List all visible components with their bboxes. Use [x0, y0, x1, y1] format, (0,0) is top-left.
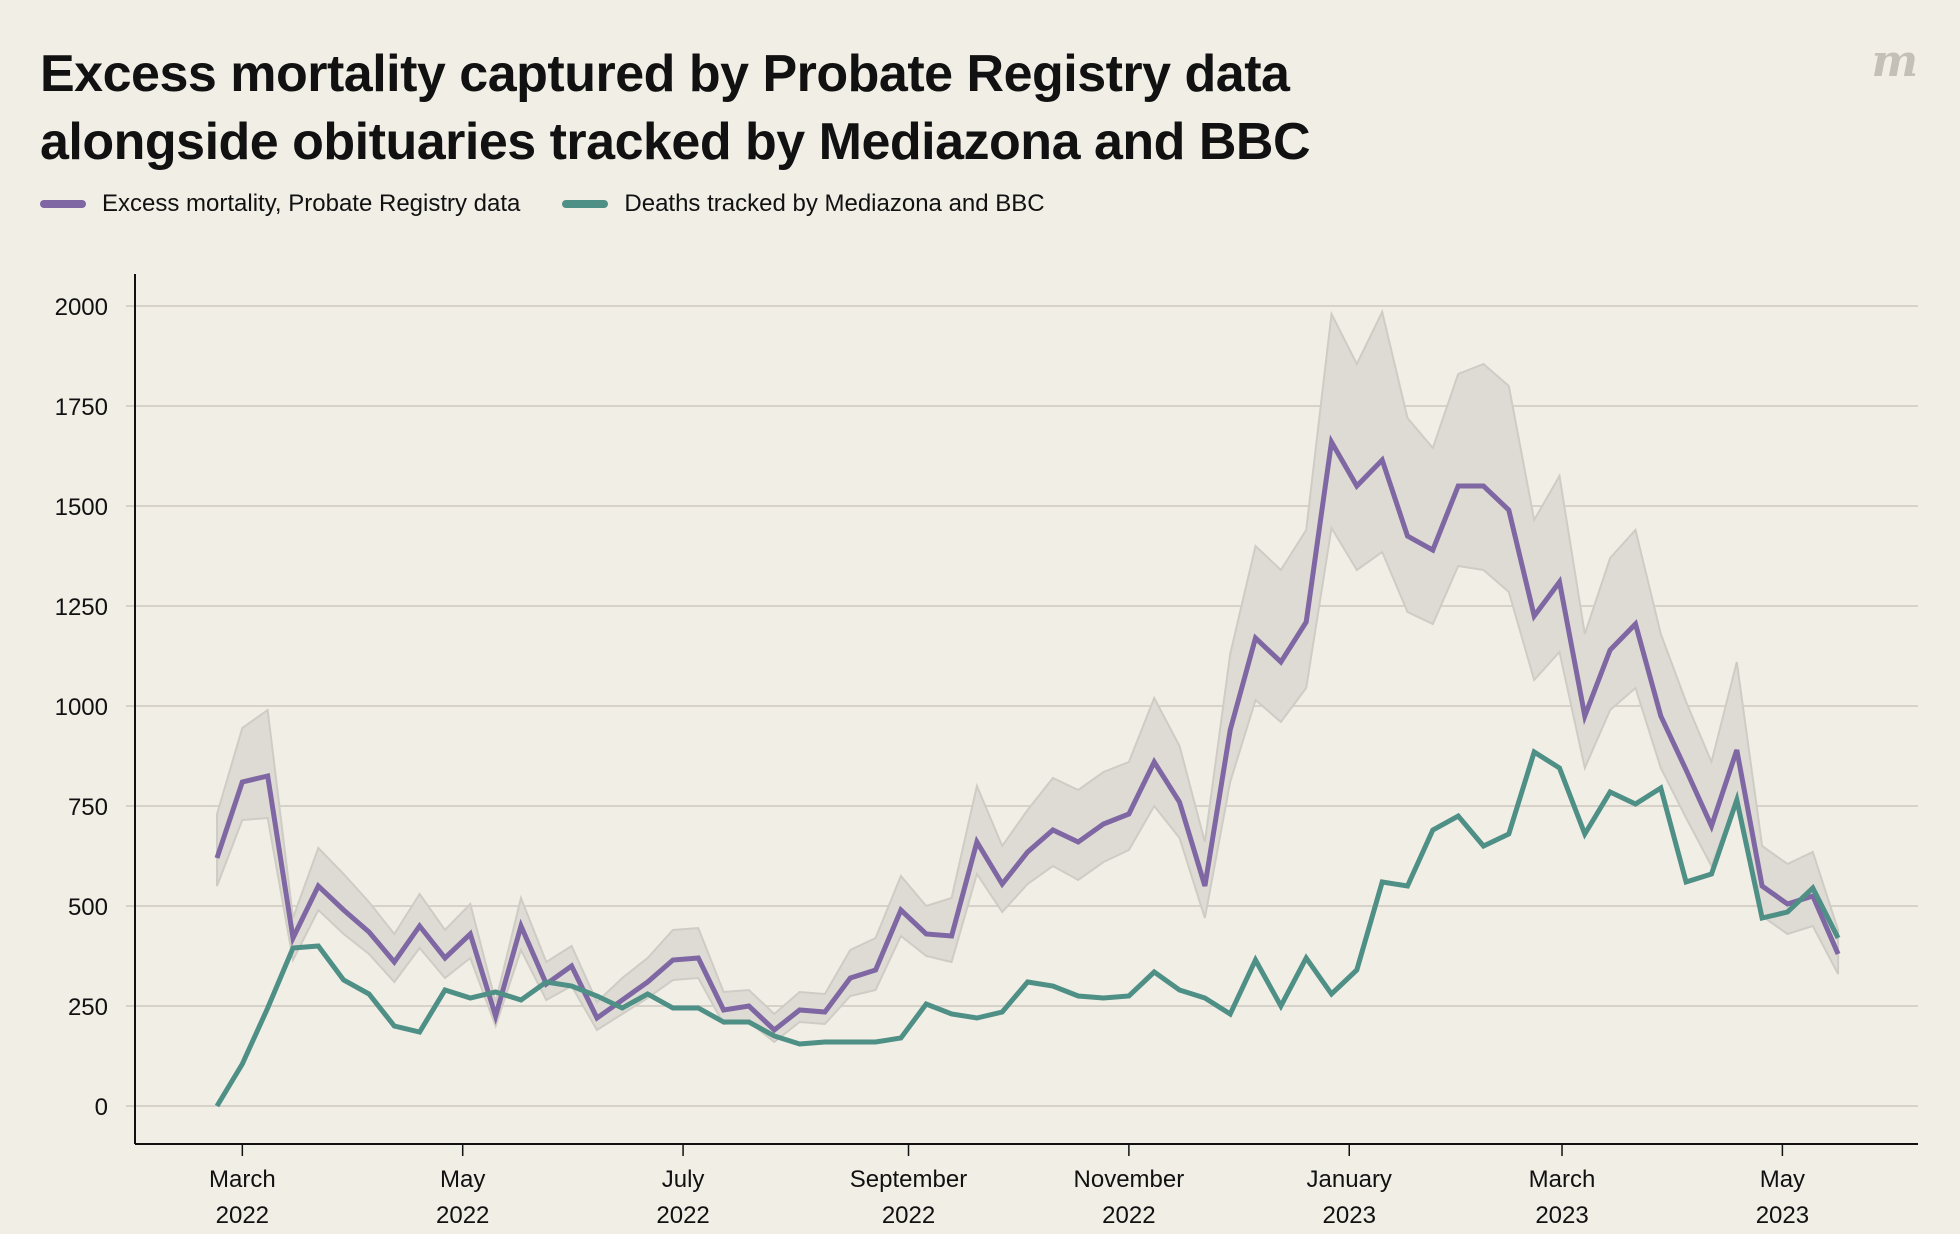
y-tick-label: 1500 — [55, 494, 108, 521]
x-tick-label-year: 2022 — [882, 1202, 935, 1229]
series-lines — [214, 434, 1841, 1108]
x-tick-label-year: 2023 — [1756, 1202, 1809, 1229]
legend-label-excess-mortality: Excess mortality, Probate Registry data — [102, 190, 521, 217]
x-tick-label-month: March — [209, 1166, 276, 1193]
chart-title-line-2: alongside obituaries tracked by Mediazon… — [40, 113, 1311, 171]
legend-label-tracked-deaths: Deaths tracked by Mediazona and BBC — [624, 190, 1045, 217]
confidence-band — [216, 309, 1840, 1044]
x-tick-label-year: 2022 — [436, 1202, 489, 1229]
y-tick-label: 1000 — [55, 694, 108, 721]
x-tick-label-year: 2022 — [656, 1202, 709, 1229]
legend-swatch-tracked-deaths — [562, 200, 609, 208]
y-tick-label: 2000 — [55, 294, 108, 321]
x-tick-label-month: September — [850, 1166, 967, 1193]
chart-title: Excess mortality captured by Probate Reg… — [40, 40, 1540, 176]
x-tick-label-month: March — [1529, 1166, 1596, 1193]
legend-item-tracked-deaths: Deaths tracked by Mediazona and BBC — [562, 190, 1045, 218]
y-axis-ticks: 0 250 500 750 1000 1250 1500 1750 2000 — [55, 294, 108, 1121]
axes — [134, 274, 1918, 1145]
y-tick-label: 250 — [68, 994, 108, 1021]
x-tick-label-month: January — [1307, 1166, 1392, 1193]
y-tick-label: 0 — [95, 1094, 108, 1121]
legend-item-excess-mortality: Excess mortality, Probate Registry data — [40, 190, 520, 218]
y-tick-label: 1250 — [55, 594, 108, 621]
y-tick-label: 750 — [68, 794, 108, 821]
legend: Excess mortality, Probate Registry data … — [40, 190, 1045, 218]
y-tick-label: 1750 — [55, 394, 108, 421]
mediazona-logo-icon: m — [1871, 36, 1918, 87]
x-tick-label-month: May — [440, 1166, 485, 1193]
x-tick-label-month: May — [1760, 1166, 1805, 1193]
x-tick-label-year: 2023 — [1535, 1202, 1588, 1229]
x-tick-label-year: 2022 — [216, 1202, 269, 1229]
x-axis-ticks: March 2022 May 2022 July 2022 September 2022 Nov… — [209, 1144, 1809, 1229]
x-tick-label-year: 2023 — [1323, 1202, 1376, 1229]
excess-mortality-uncertainty-band — [216, 309, 1840, 1044]
legend-swatch-excess-mortality — [40, 200, 86, 208]
x-tick-label-year: 2022 — [1102, 1202, 1155, 1229]
x-tick-label-month: November — [1074, 1166, 1185, 1193]
chart-title-line-1: Excess mortality captured by Probate Reg… — [40, 45, 1290, 103]
y-tick-label: 500 — [68, 894, 108, 921]
x-tick-label-month: July — [662, 1166, 705, 1193]
